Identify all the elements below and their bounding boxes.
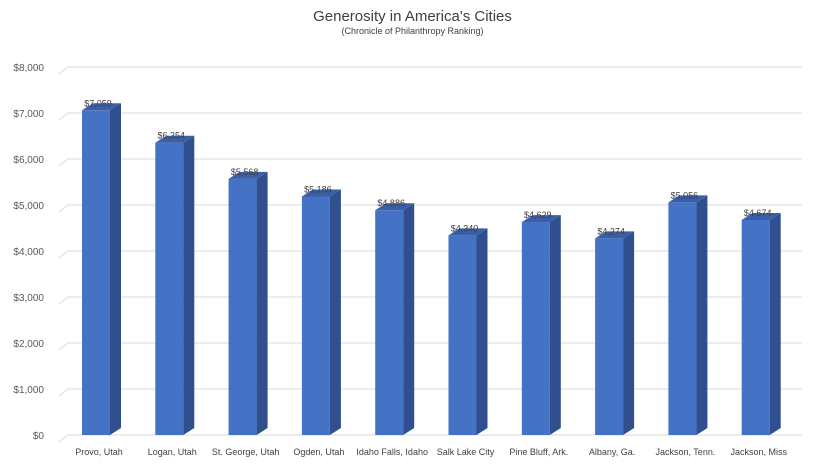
y-tick-label: $6,000 xyxy=(13,155,44,166)
data-label: $5,186 xyxy=(304,184,332,194)
bar xyxy=(375,210,404,435)
bar-top xyxy=(741,212,781,220)
bar-side xyxy=(623,231,635,435)
bar-side xyxy=(476,228,488,435)
bar xyxy=(521,222,550,435)
bar xyxy=(595,238,624,435)
x-tick-label: Provo, Utah xyxy=(75,447,123,457)
gridline-depth xyxy=(58,342,69,351)
bar-top xyxy=(668,195,708,203)
x-tick-label: Salk Lake City xyxy=(437,447,495,457)
bar xyxy=(741,219,770,435)
data-label: $5,568 xyxy=(231,167,259,177)
chart-subtitle: (Chronicle of Philanthropy Ranking) xyxy=(341,26,484,36)
bar-top xyxy=(155,135,195,143)
bar xyxy=(448,235,477,435)
bar xyxy=(155,142,184,435)
bar-top xyxy=(228,171,268,179)
bar-top xyxy=(448,228,488,236)
y-tick-label: $8,000 xyxy=(13,63,44,74)
x-tick-label: Albany, Ga. xyxy=(589,447,635,457)
bar xyxy=(301,196,330,435)
gridline-depth xyxy=(58,296,69,305)
gridline-depth xyxy=(58,66,69,75)
x-tick-label: Pine Bluff, Ark. xyxy=(509,447,568,457)
bar-side xyxy=(696,195,708,435)
gridline-depth xyxy=(58,204,69,213)
data-label: $6,354 xyxy=(158,131,186,141)
gridline-depth xyxy=(58,112,69,121)
gridline-depth xyxy=(58,158,69,167)
gridline-depth xyxy=(58,388,69,397)
y-tick-label: $4,000 xyxy=(13,247,44,258)
bar xyxy=(228,178,257,435)
bar-side xyxy=(549,215,561,435)
data-label: $4,340 xyxy=(451,223,479,233)
x-tick-label: St. George, Utah xyxy=(212,447,280,457)
bar-side xyxy=(183,135,195,435)
bar-top xyxy=(82,103,121,111)
bar xyxy=(82,110,110,435)
bar-top xyxy=(521,215,561,223)
y-tick-label: $3,000 xyxy=(13,293,44,304)
bar-side xyxy=(256,171,268,435)
y-tick-label: $5,000 xyxy=(13,201,44,212)
y-tick-label: $7,000 xyxy=(13,109,44,120)
y-tick-label: $2,000 xyxy=(13,339,44,350)
y-tick-label: $1,000 xyxy=(13,385,44,396)
y-tick-label: $0 xyxy=(33,431,45,442)
x-tick-label: Jackson, Miss xyxy=(730,447,787,457)
bar-side xyxy=(769,212,781,435)
data-label: $4,886 xyxy=(377,198,405,208)
data-label: $4,629 xyxy=(524,210,552,220)
data-label: $7,059 xyxy=(84,98,112,108)
bar-side xyxy=(403,203,415,435)
chart-title: Generosity in America's Cities xyxy=(313,8,512,25)
bar xyxy=(668,202,697,435)
data-label: $4,274 xyxy=(597,226,625,236)
bar-top xyxy=(375,203,415,211)
bar-side xyxy=(110,103,121,435)
data-label: $4,674 xyxy=(744,208,772,218)
data-label: $5,056 xyxy=(671,190,699,200)
x-tick-label: Idaho Falls, Idaho xyxy=(356,447,428,457)
bar-top xyxy=(595,231,635,239)
gridline-depth xyxy=(58,250,69,259)
bar-top xyxy=(301,189,341,197)
gridline-depth xyxy=(58,434,69,443)
x-tick-label: Jackson, Tenn. xyxy=(655,447,715,457)
x-tick-label: Ogden, Utah xyxy=(293,447,344,457)
x-tick-label: Logan, Utah xyxy=(148,447,197,457)
bar-side xyxy=(329,189,341,435)
